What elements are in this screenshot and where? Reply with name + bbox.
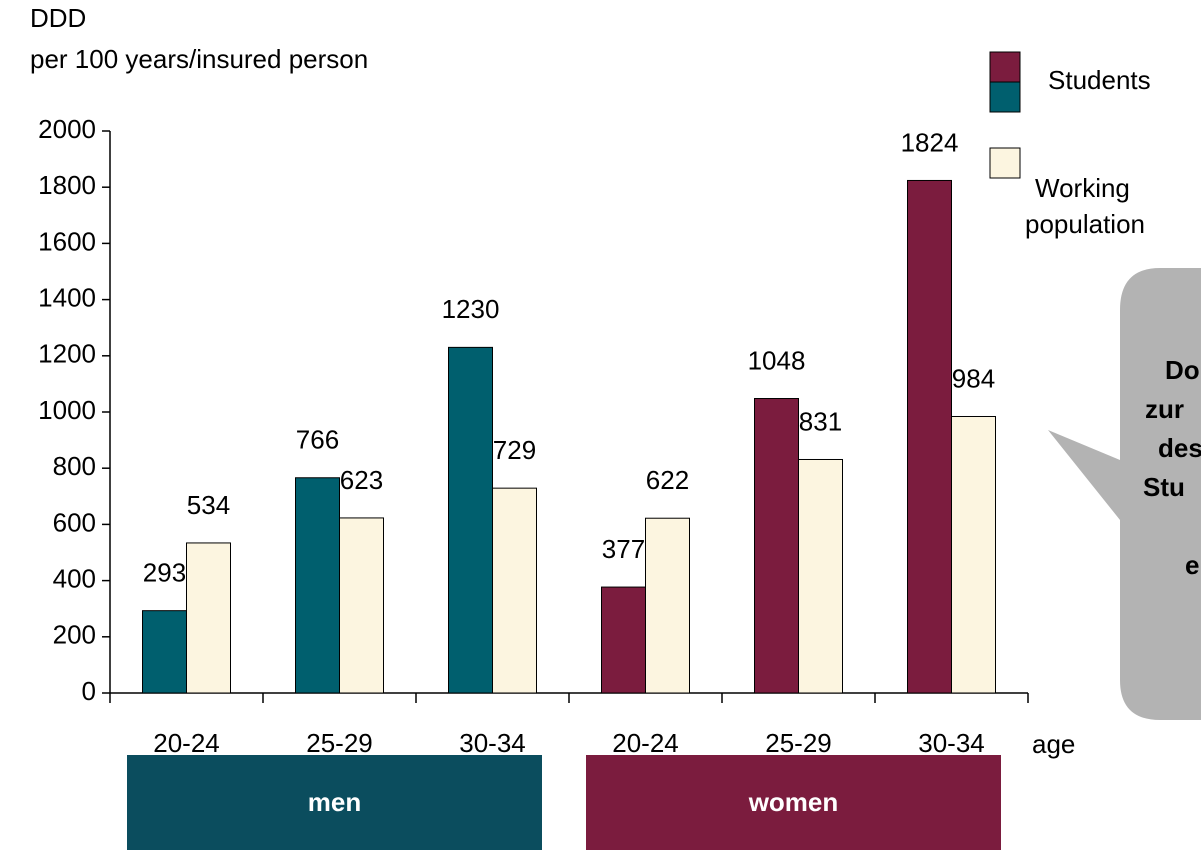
bar — [907, 179, 952, 694]
x-tick-label: 30-34 — [459, 728, 526, 758]
value-label: 729 — [493, 435, 536, 465]
legend-label: Students — [1048, 65, 1151, 95]
legend-swatch — [989, 81, 1021, 113]
bar — [295, 477, 340, 694]
value-label: 1824 — [901, 127, 959, 157]
callout-text: e — [1185, 550, 1199, 580]
legend-swatch — [989, 147, 1021, 179]
group-label: women — [748, 787, 839, 817]
value-label: 623 — [340, 465, 383, 495]
y-tick-label: 1800 — [38, 170, 96, 200]
bar — [186, 542, 231, 694]
y-tick-label: 1400 — [38, 282, 96, 312]
callout-text: Stu — [1143, 472, 1185, 502]
x-tick-label: 25-29 — [765, 728, 832, 758]
y-tick-label: 0 — [82, 676, 96, 706]
group-label: men — [308, 787, 361, 817]
value-label: 622 — [646, 465, 689, 495]
callout-text: zur — [1145, 394, 1184, 424]
legend-label: Working population — [1025, 173, 1145, 239]
bar — [798, 458, 843, 694]
group-box — [127, 755, 542, 850]
bar — [142, 610, 187, 694]
value-label: 1048 — [748, 345, 806, 375]
value-label: 293 — [143, 558, 186, 588]
value-label: 534 — [187, 490, 230, 520]
x-tick-label: 30-34 — [918, 728, 985, 758]
legend-swatch — [989, 51, 1021, 83]
y-tick-label: 1600 — [38, 226, 96, 256]
y-axis-label: DDD — [30, 3, 86, 33]
bar — [951, 415, 996, 694]
y-tick-label: 2000 — [38, 114, 96, 144]
x-tick-label: 20-24 — [153, 728, 220, 758]
y-tick-label: 800 — [53, 451, 96, 481]
group-box — [586, 755, 1001, 850]
value-label: 984 — [952, 363, 995, 393]
y-axis-label: per 100 years/insured person — [30, 44, 368, 74]
y-tick-label: 400 — [53, 563, 96, 593]
y-tick-label: 600 — [53, 507, 96, 537]
callout-bubble — [1048, 268, 1201, 720]
bar — [492, 487, 537, 694]
y-tick-label: 200 — [53, 620, 96, 650]
x-tick-label: 20-24 — [612, 728, 679, 758]
value-label: 1230 — [442, 294, 500, 324]
bar — [601, 586, 646, 694]
bar — [339, 517, 384, 694]
callout-text: des — [1158, 433, 1201, 463]
value-label: 377 — [602, 534, 645, 564]
y-tick-label: 1200 — [38, 339, 96, 369]
bar — [754, 398, 799, 694]
value-label: 766 — [296, 425, 339, 455]
callout-text: Do — [1165, 355, 1200, 385]
x-axis-label: age — [1032, 729, 1075, 759]
bar — [645, 517, 690, 694]
bar — [448, 346, 493, 694]
value-label: 831 — [799, 406, 842, 436]
x-tick-label: 25-29 — [306, 728, 373, 758]
y-tick-label: 1000 — [38, 395, 96, 425]
